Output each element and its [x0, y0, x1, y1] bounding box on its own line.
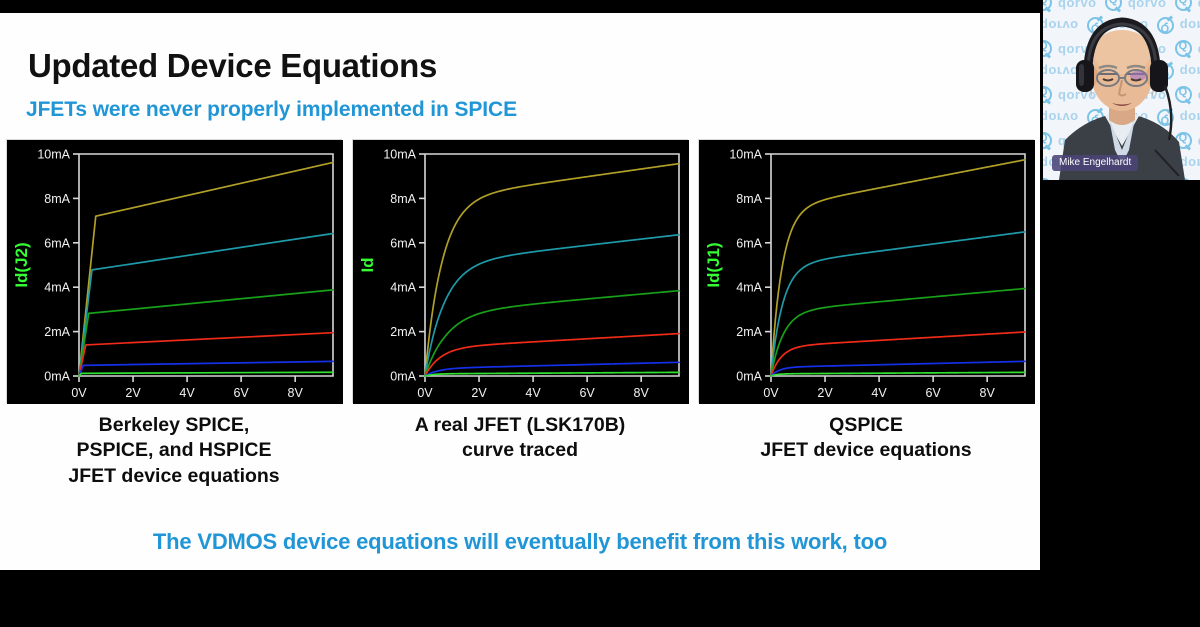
plot-frame: [78, 153, 334, 377]
watermark-text: qorvo: [1058, 0, 1105, 10]
y-axis-tick-label: 10mA: [729, 148, 762, 162]
iv-curve-chart: 0mA 2mA 4mA 6mA 8mA 10mA 0V 2V 4V 6V 8V Id(J2): [7, 140, 343, 404]
x-axis-tick-label: 2V: [471, 386, 487, 400]
x-axis-tick-label: 2V: [125, 386, 141, 400]
watermark-text: qorvo: [1127, 0, 1175, 10]
qorvo-logo-icon: [1174, 40, 1192, 57]
chart-caption-berkeley-spice: Berkeley SPICE, PSPICE, and HSPICE JFET …: [6, 413, 342, 489]
presentation-slide: Updated Device Equations JFETs were neve…: [0, 13, 1040, 570]
iv-curve-line: [78, 289, 334, 377]
x-axis-tick-label: 8V: [634, 386, 650, 400]
caption-line: A real JFET (LSK170B): [414, 414, 626, 436]
x-axis-tick-label: 6V: [579, 386, 595, 400]
y-axis-tick-label: 2mA: [736, 325, 762, 339]
qorvo-logo-icon: [1104, 0, 1122, 11]
qorvo-logo-icon: [1174, 0, 1192, 11]
iv-curve-chart: 0mA 2mA 4mA 6mA 8mA 10mA 0V 2V 4V 6V 8V Id: [353, 140, 689, 404]
iv-curve-line: [78, 360, 334, 377]
x-axis-tick-label: 4V: [179, 386, 195, 400]
chart-caption-real-jfet: A real JFET (LSK170B) curve traced: [352, 413, 688, 464]
plot-frame: [770, 153, 1026, 377]
slide-subtitle: JFETs were never properly implemented in…: [26, 98, 518, 121]
y-axis-tick-label: 4mA: [736, 281, 762, 295]
watermark-text: qorvo: [1198, 87, 1200, 102]
page-title: Updated Device Equations: [28, 47, 438, 84]
y-axis-tick-label: 4mA: [44, 281, 70, 295]
caption-line: JFET device equations: [68, 464, 280, 487]
iv-curve-line: [424, 371, 680, 377]
panel-divider: [1040, 0, 1043, 627]
chart-panel-berkeley-spice: 0mA 2mA 4mA 6mA 8mA 10mA 0V 2V 4V 6V 8V Id(J2): [6, 139, 343, 404]
y-axis-label: Id(J2): [12, 242, 31, 287]
qorvo-logo-icon: [1043, 132, 1052, 149]
y-axis-tick-label: 4mA: [390, 281, 416, 295]
watermark-text: qorvo: [1198, 179, 1200, 180]
participant-name-badge: Mike Engelhardt: [1052, 155, 1139, 171]
watermark-text: qorvo: [1198, 0, 1200, 10]
iv-curve-chart: 0mA 2mA 4mA 6mA 8mA 10mA 0V 2V 4V 6V 8V Id(J1): [699, 140, 1035, 404]
slide-footer-note: The VDMOS device equations will eventual…: [152, 529, 888, 554]
x-axis-tick-label: 4V: [525, 386, 541, 400]
y-axis-tick-label: 0mA: [736, 370, 762, 384]
empty-video-area: [1043, 180, 1200, 627]
iv-curve-line: [424, 289, 680, 377]
iv-curve-line: [770, 231, 1026, 377]
x-axis-tick-label: 8V: [288, 386, 304, 400]
chart-panel-real-jfet: 0mA 2mA 4mA 6mA 8mA 10mA 0V 2V 4V 6V 8V Id: [352, 139, 689, 404]
y-axis-tick-label: 0mA: [390, 370, 416, 384]
video-participant-tile[interactable]: qorvo qorvo qorvo qorvo qorvo qorvo qorv…: [1043, 0, 1200, 180]
iv-curve-line: [78, 371, 334, 377]
caption-line: QSPICE: [829, 414, 903, 436]
iv-curve-line: [424, 361, 680, 377]
y-axis-tick-label: 0mA: [44, 370, 70, 384]
qorvo-logo-icon: [1043, 86, 1052, 103]
chart-caption-qspice: QSPICE JFET device equations: [698, 413, 1034, 464]
y-axis-tick-label: 2mA: [390, 325, 416, 339]
caption-line: PSPICE, and HSPICE: [76, 439, 272, 462]
chart-panel-qspice: 0mA 2mA 4mA 6mA 8mA 10mA 0V 2V 4V 6V 8V Id(J1): [698, 139, 1035, 404]
iv-curve-line: [770, 158, 1026, 377]
iv-curve-line: [78, 161, 334, 377]
iv-curve-line: [78, 331, 334, 377]
caption-line: JFET device equations: [760, 439, 972, 462]
y-axis-tick-label: 10mA: [383, 148, 416, 162]
x-axis-tick-label: 0V: [71, 386, 87, 400]
iv-curve-line: [424, 162, 680, 377]
iv-curve-line: [770, 287, 1026, 377]
y-axis-tick-label: 8mA: [390, 192, 416, 206]
x-axis-tick-label: 0V: [417, 386, 433, 400]
x-axis-tick-label: 6V: [233, 386, 249, 400]
x-axis-tick-label: 8V: [980, 386, 996, 400]
iv-curve-line: [770, 371, 1026, 377]
plot-frame: [424, 153, 680, 377]
y-axis-label: Id: [358, 257, 377, 272]
x-axis-tick-label: 4V: [871, 386, 887, 400]
qorvo-logo-icon: [1043, 40, 1052, 57]
watermark-text: qorvo: [1198, 41, 1200, 56]
y-axis-tick-label: 10mA: [37, 148, 70, 162]
watermark-text: qorvo: [1198, 133, 1200, 148]
y-axis-tick-label: 8mA: [44, 192, 70, 206]
qorvo-logo-icon: [1043, 0, 1052, 11]
participant-video-image: [1059, 17, 1185, 180]
iv-curve-line: [424, 332, 680, 377]
iv-curve-line: [770, 360, 1026, 377]
iv-curve-line: [424, 233, 680, 377]
y-axis-tick-label: 6mA: [390, 236, 416, 250]
caption-line: curve traced: [462, 439, 578, 462]
x-axis-tick-label: 6V: [925, 386, 941, 400]
caption-line: Berkeley SPICE,: [98, 414, 250, 436]
y-axis-tick-label: 6mA: [44, 236, 70, 250]
qorvo-logo-icon: [1174, 86, 1192, 103]
y-axis-tick-label: 8mA: [736, 192, 762, 206]
iv-curve-line: [78, 232, 334, 377]
y-axis-label: Id(J1): [704, 242, 723, 287]
y-axis-tick-label: 6mA: [736, 236, 762, 250]
watermark-row: qorvo qorvo qorvo qorvo: [1043, 0, 1200, 11]
y-axis-tick-label: 2mA: [44, 325, 70, 339]
x-axis-tick-label: 0V: [763, 386, 779, 400]
iv-curve-line: [770, 331, 1026, 377]
x-axis-tick-label: 2V: [817, 386, 833, 400]
